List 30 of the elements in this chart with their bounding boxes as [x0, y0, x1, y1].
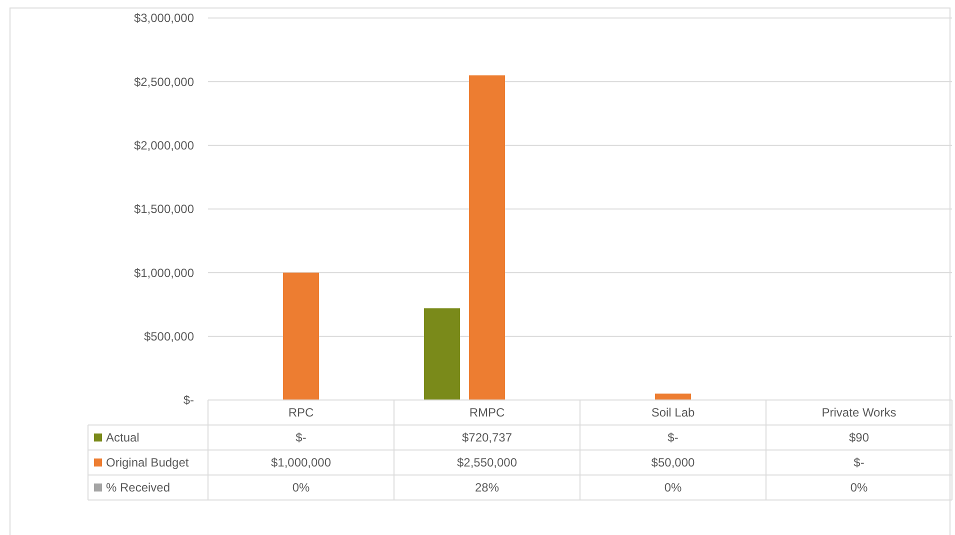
x-tick-label: RPC [288, 406, 314, 420]
data-label: 0% [292, 480, 310, 495]
y-tick-label: $- [183, 393, 194, 408]
y-tick-label: $1,500,000 [134, 202, 194, 216]
data-label: $- [854, 456, 864, 470]
data-label: $50,000 [651, 456, 696, 470]
legend-label: Actual [106, 430, 140, 445]
data-label: $- [296, 430, 306, 445]
data-label: $- [668, 430, 678, 445]
data-label: 28% [474, 480, 500, 495]
data-label: $720,737 [462, 430, 512, 445]
y-tick-label: $3,000,000 [134, 11, 194, 26]
y-tick-label: $2,000,000 [134, 138, 194, 153]
data-label: $2,550,000 [456, 456, 518, 470]
bar [655, 394, 691, 400]
data-label: $90 [848, 430, 870, 445]
bar [283, 272, 319, 400]
bar [469, 75, 505, 400]
bar [424, 308, 460, 400]
y-tick-label: $500,000 [144, 330, 194, 344]
x-tick-label: RMPC [469, 406, 505, 420]
legend-label: % Received [106, 480, 170, 495]
x-tick-label: Soil Lab [651, 406, 696, 420]
data-label: $1,000,000 [270, 456, 332, 470]
data-label: 0% [664, 480, 682, 495]
legend-label: Original Budget [106, 456, 190, 470]
y-tick-label: $2,500,000 [134, 74, 194, 89]
data-label: 0% [850, 480, 868, 495]
y-tick-label: $1,000,000 [134, 266, 194, 280]
x-tick-label: Private Works [822, 406, 896, 420]
